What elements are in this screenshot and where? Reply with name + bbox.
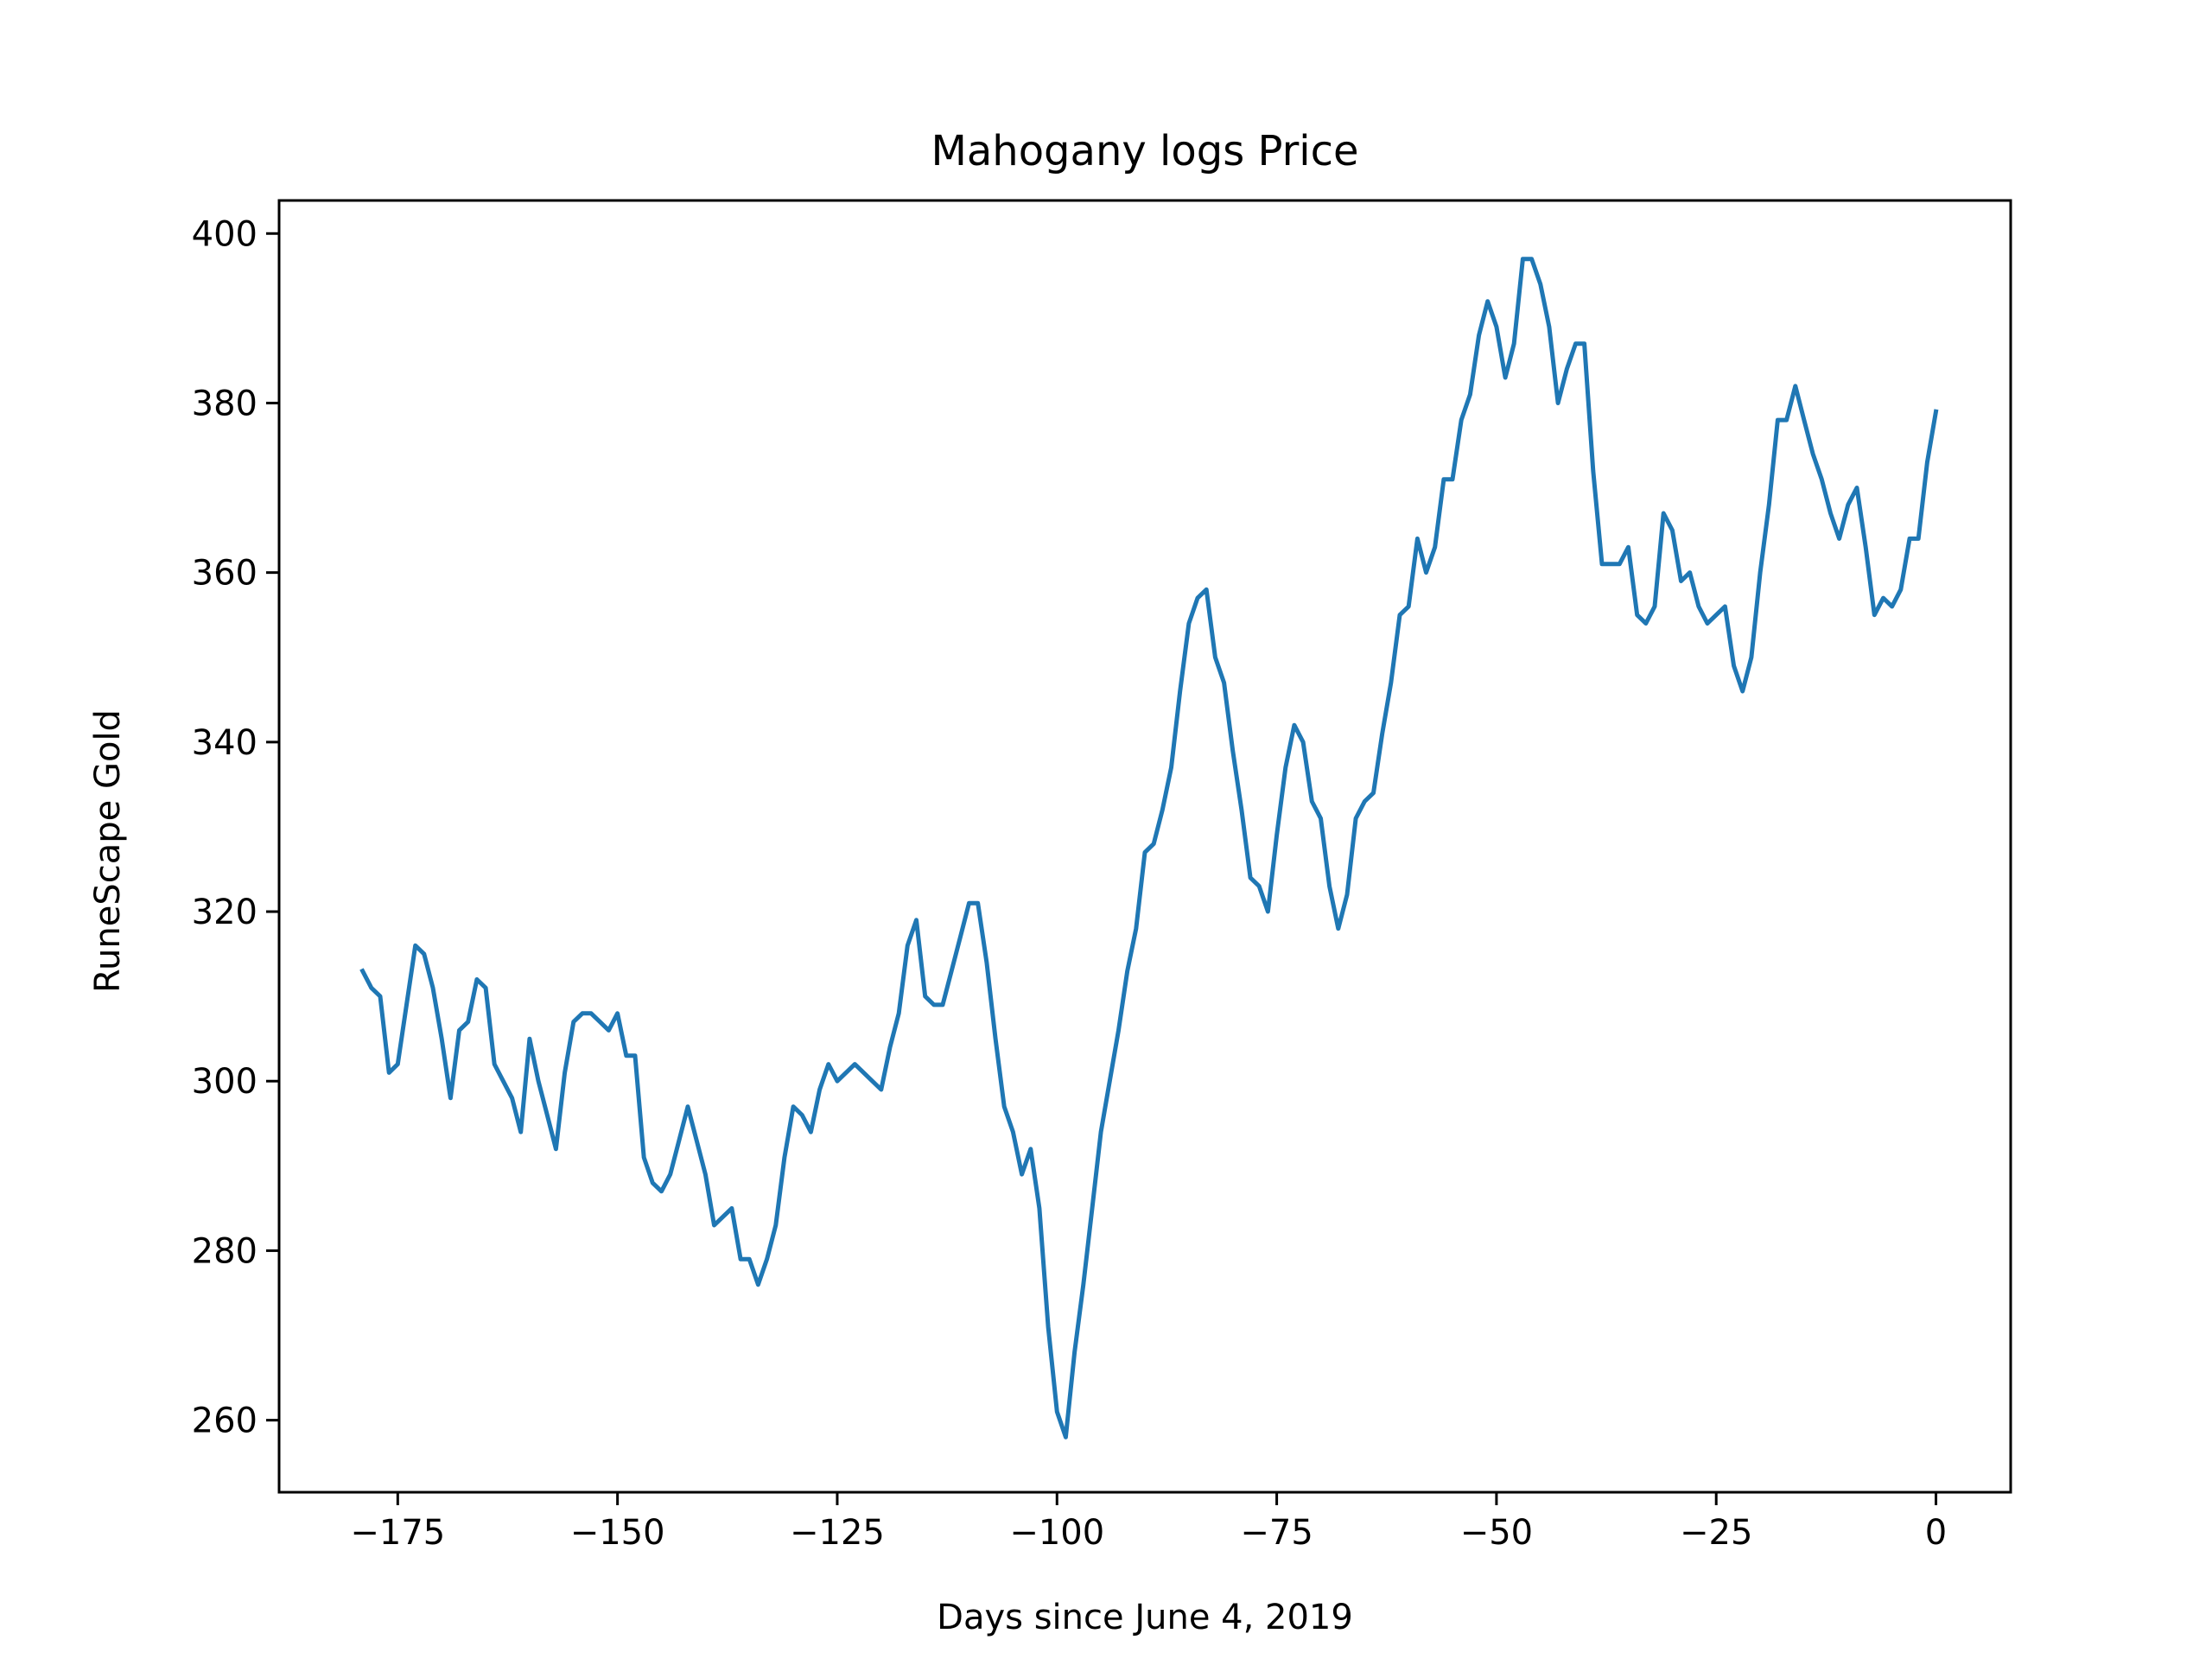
y-tick-label: 260 — [192, 1402, 257, 1441]
plot-area-frame — [277, 199, 2012, 1494]
y-axis-label: RuneScape Gold — [88, 709, 128, 993]
y-axis: 260 280 300 320 340 360 380 400 — [192, 214, 279, 1441]
y-tick-label: 360 — [192, 554, 257, 594]
y-tick-label: 380 — [192, 384, 257, 423]
y-tick-label: 340 — [192, 723, 257, 763]
x-tick-label: −125 — [790, 1513, 885, 1553]
plot-series — [359, 257, 1939, 1440]
x-axis: −175 −150 −125 −100 −75 −50 −25 0 — [350, 1492, 1947, 1553]
chart-title: Mahogany logs Price — [931, 127, 1358, 175]
x-tick-label: −100 — [1009, 1513, 1104, 1553]
x-tick-label: −175 — [350, 1513, 445, 1553]
x-tick-label: 0 — [1925, 1513, 1947, 1553]
x-tick-label: −75 — [1240, 1513, 1313, 1553]
y-tick-label: 300 — [192, 1062, 257, 1102]
y-tick-label: 400 — [192, 214, 257, 254]
x-axis-label: Days since June 4, 2019 — [937, 1598, 1353, 1637]
y-tick-label: 280 — [192, 1231, 257, 1271]
x-tick-label: −50 — [1460, 1513, 1533, 1553]
price-line-series — [359, 257, 1939, 1440]
y-tick-label: 320 — [192, 893, 257, 932]
x-tick-label: −25 — [1680, 1513, 1752, 1553]
x-tick-label: −150 — [570, 1513, 665, 1553]
